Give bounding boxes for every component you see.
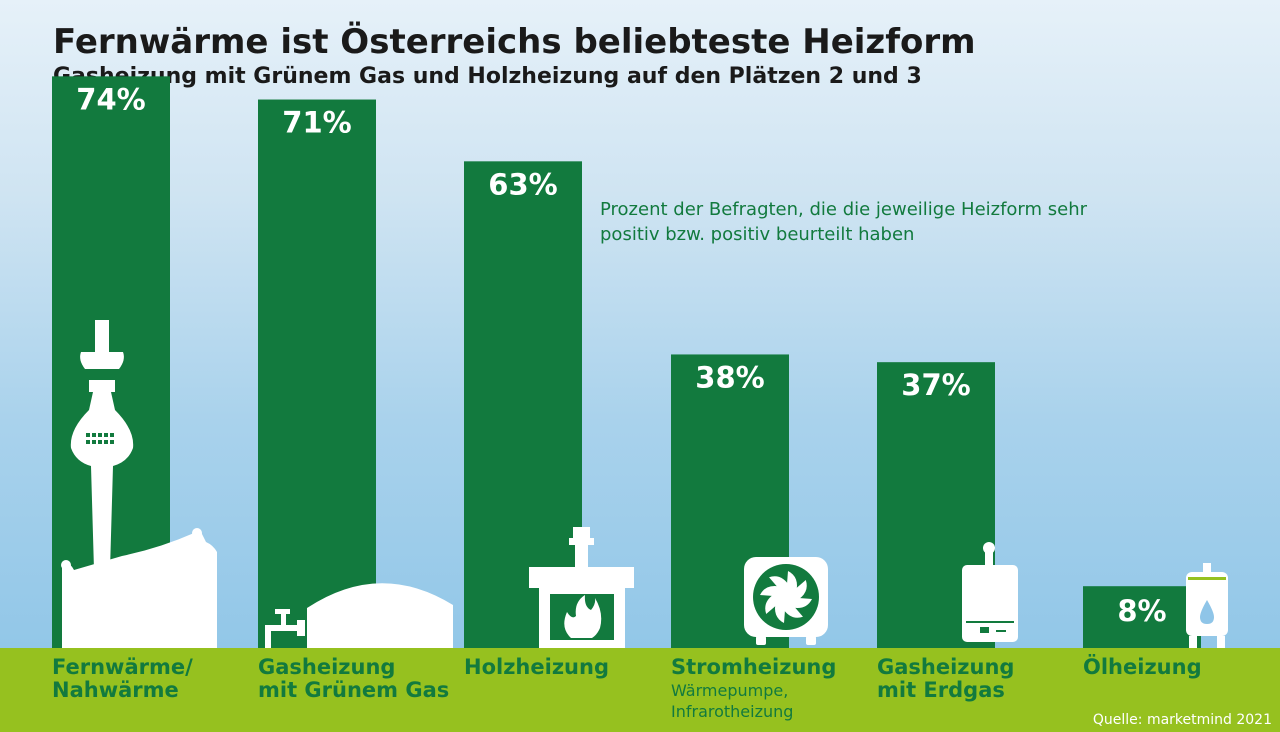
heat-pump-fan-icon [744,557,828,645]
icons-layer [61,320,1228,648]
value-label-3: 38% [695,360,764,394]
category-label-line: Stromheizung [671,655,837,679]
category-label-line: Holzheizung [464,655,609,679]
category-label-line: mit Erdgas [877,678,1005,702]
category-label-line: Gasheizung [877,655,1015,679]
biogas-tank-icon [265,583,453,648]
source-credit: Quelle: marketmind 2021 [1092,712,1272,728]
category-label-4: Gasheizung mit Erdgas [877,656,1082,702]
category-label-0: Fernwärme/Nahwärme [52,656,257,702]
bars-layer [52,76,1201,649]
sky-background [0,0,1280,648]
value-label-0: 74% [76,82,145,116]
bar-2 [464,161,582,648]
category-label-line: Ölheizung [1083,655,1202,679]
category-label-line: Fernwärme/ [52,655,193,679]
category-label-1: Gasheizung mit Grünem Gas [258,656,463,702]
tv-tower-district-heating-icon [61,320,217,648]
category-label-line: Nahwärme [52,678,179,702]
category-label-line: Gasheizung [258,655,396,679]
chart-subtitle: Gasheizung mit Grünem Gas und Holzheizun… [53,64,922,89]
category-sublabel-line: Infrarotheizung [671,702,794,721]
category-sublabel-line: Wärmepumpe, [671,681,789,700]
category-label-2: Holzheizung [464,656,669,679]
value-label-5: 8% [1117,594,1166,628]
value-label-2: 63% [488,167,557,201]
value-labels-layer: 74% 71% 63% 38% 37% 8% [76,82,1166,628]
wood-stove-icon [529,527,634,648]
value-label-4: 37% [901,368,970,402]
chart-note: Prozent der Befragten, die die jeweilige… [600,199,1088,245]
ground-strip [0,648,1280,732]
category-label-5: Ölheizung [1083,656,1280,679]
gas-boiler-icon [962,542,1018,642]
bar-1 [258,99,376,648]
category-label-line: mit Grünem Gas [258,678,450,702]
bar-5 [1083,586,1201,648]
category-label-3: Stromheizung Wärmepumpe, Infrarotheizung [671,655,876,722]
oil-tank-icon [1186,563,1228,648]
chart-title: Fernwärme ist Österreichs beliebteste He… [53,22,976,62]
value-label-1: 71% [282,106,351,140]
